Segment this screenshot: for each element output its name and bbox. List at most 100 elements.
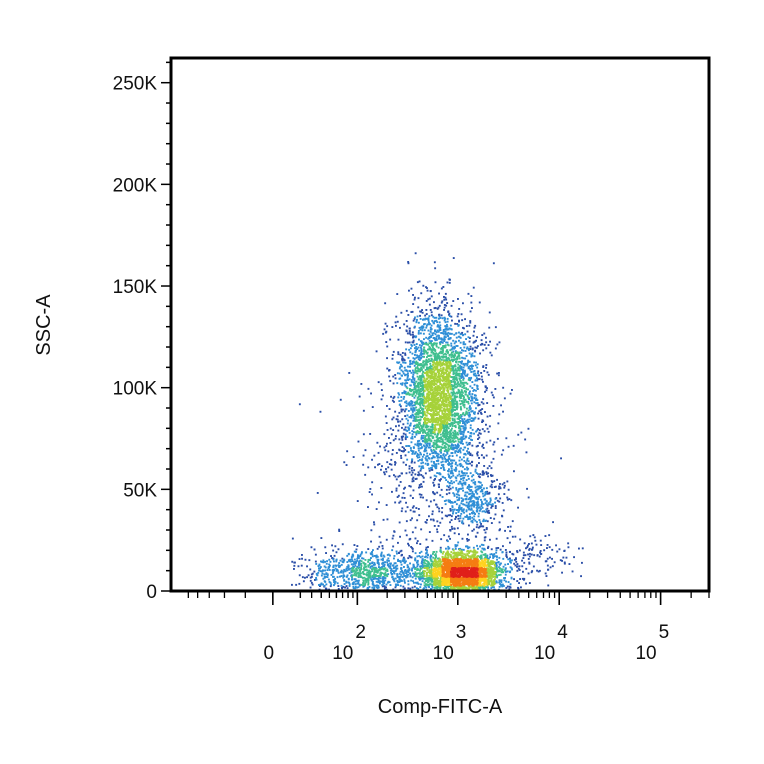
- event-dot: [419, 332, 422, 335]
- event-dot: [466, 412, 468, 415]
- event-dot: [481, 378, 484, 381]
- event-dot: [364, 583, 366, 586]
- event-dot: [428, 369, 431, 372]
- event-dot: [453, 420, 456, 423]
- event-dot: [466, 362, 469, 365]
- event-dot: [437, 427, 440, 430]
- event-dot: [408, 544, 410, 547]
- event-dot: [411, 310, 414, 313]
- event-dot: [465, 388, 468, 391]
- event-dot: [417, 396, 420, 398]
- event-dot: [328, 563, 331, 566]
- event-dot: [331, 572, 334, 575]
- event-dot: [416, 318, 418, 321]
- event-dot: [346, 565, 349, 568]
- event-dot: [448, 461, 451, 464]
- event-dot: [466, 421, 469, 424]
- event-dot: [399, 405, 402, 408]
- event-dot: [405, 534, 408, 537]
- event-dot: [402, 361, 405, 364]
- event-dot: [456, 433, 459, 435]
- event-dot: [436, 354, 439, 357]
- event-dot: [528, 562, 531, 565]
- event-dot: [414, 351, 417, 354]
- event-dot: [497, 374, 500, 377]
- event-dot: [468, 437, 471, 440]
- event-dot: [420, 341, 423, 344]
- event-dot: [363, 566, 366, 568]
- event-dot: [396, 418, 399, 421]
- event-dot: [463, 399, 466, 402]
- event-dot: [481, 502, 483, 505]
- event-dot: [363, 564, 366, 566]
- event-dot: [412, 339, 415, 342]
- event-dot: [461, 391, 464, 394]
- event-dot: [424, 314, 427, 317]
- event-dot: [525, 547, 527, 550]
- event-dot: [460, 430, 463, 433]
- event-dot: [420, 528, 423, 531]
- event-dot: [348, 560, 351, 562]
- event-dot: [342, 576, 345, 579]
- event-dot: [434, 329, 436, 332]
- event-dot: [411, 478, 414, 480]
- event-dot: [420, 400, 423, 403]
- event-dot: [334, 580, 337, 583]
- event-dot: [393, 400, 395, 403]
- event-dot: [418, 421, 420, 424]
- event-dot: [428, 348, 431, 350]
- event-dot: [332, 565, 335, 568]
- event-dot: [416, 452, 419, 455]
- event-dot: [495, 555, 498, 558]
- event-dot: [444, 585, 446, 588]
- event-dot: [456, 474, 459, 477]
- event-dot: [420, 376, 423, 379]
- event-dot: [421, 375, 424, 377]
- event-dot: [405, 400, 408, 403]
- event-dot: [339, 575, 341, 578]
- event-dot: [503, 481, 506, 484]
- event-dot: [372, 567, 375, 569]
- event-dot: [401, 352, 404, 354]
- event-dot: [405, 520, 408, 523]
- event-dot: [444, 446, 447, 448]
- event-dot: [437, 453, 440, 456]
- event-dot: [458, 421, 461, 424]
- event-dot: [418, 514, 421, 517]
- event-dot: [417, 332, 420, 334]
- event-dot: [481, 547, 484, 550]
- event-dot: [457, 423, 460, 426]
- event-dot: [421, 440, 424, 442]
- event-dot: [431, 560, 434, 563]
- event-dot: [426, 464, 429, 466]
- event-dot: [437, 353, 439, 356]
- event-dot: [406, 387, 409, 390]
- event-dot: [524, 554, 527, 557]
- event-dot: [506, 585, 509, 588]
- event-dot: [492, 554, 494, 556]
- event-dot: [396, 320, 399, 323]
- event-dot: [398, 367, 401, 370]
- event-dot: [432, 431, 435, 434]
- event-dot: [439, 440, 441, 443]
- event-dot: [436, 452, 439, 455]
- event-dot: [332, 564, 335, 567]
- event-dot: [489, 485, 492, 488]
- event-dot: [394, 475, 397, 478]
- event-dot: [371, 561, 374, 564]
- event-dot: [322, 561, 325, 564]
- event-dot: [505, 587, 508, 589]
- event-dot: [323, 573, 326, 576]
- event-dot: [451, 398, 454, 401]
- event-dot: [468, 552, 470, 554]
- event-dot: [412, 563, 415, 566]
- event-dot: [482, 553, 485, 556]
- event-dot: [441, 426, 444, 429]
- event-dot: [437, 346, 440, 349]
- event-dot: [414, 435, 416, 438]
- event-dot: [394, 565, 397, 568]
- event-dot: [462, 465, 464, 468]
- event-dot: [474, 416, 477, 419]
- event-dot: [453, 440, 456, 443]
- event-dot: [434, 553, 437, 556]
